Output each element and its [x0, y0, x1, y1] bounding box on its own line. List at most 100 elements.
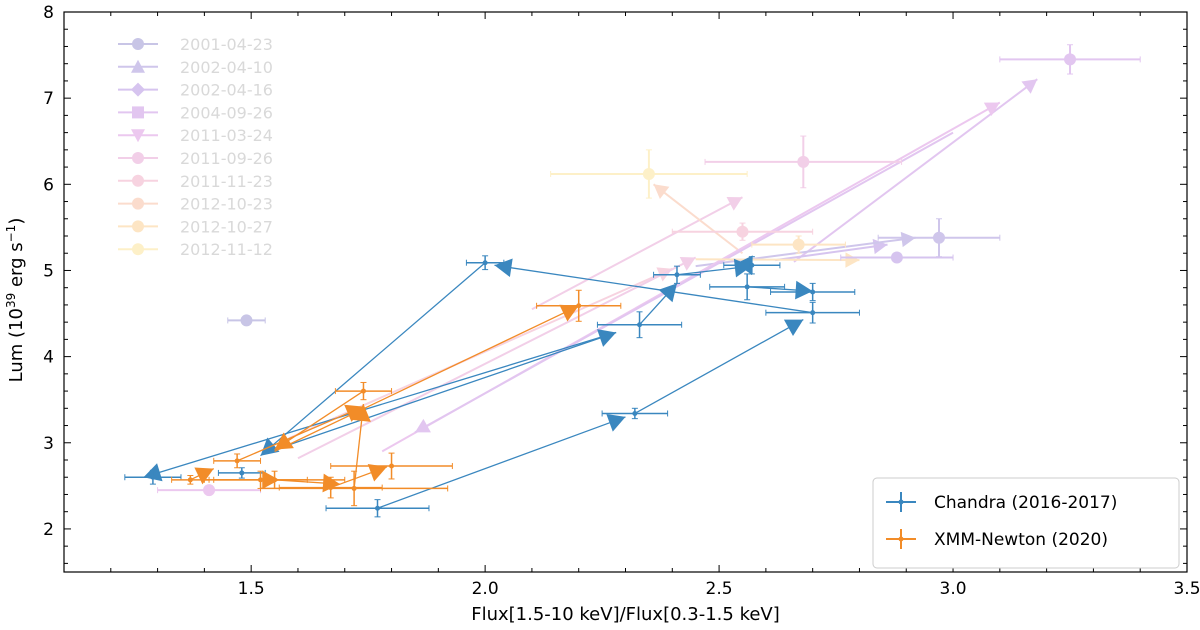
series-0-point — [632, 410, 638, 416]
series-arrow-line — [274, 390, 364, 451]
series-1-point — [187, 477, 193, 483]
y-label-prefix: Lum (10 — [6, 308, 27, 382]
legend-faded-marker — [132, 152, 144, 164]
faded-arrow-head — [1021, 79, 1038, 94]
faded-arrow-head — [653, 184, 670, 199]
legend-faded-label: 2012-10-27 — [180, 217, 273, 236]
faded-epochs-layer — [157, 44, 1141, 497]
legend-faded-label: 2011-03-24 — [180, 126, 273, 145]
series-layer — [124, 255, 860, 518]
series-arrow-line — [377, 416, 626, 509]
series-xmm — [171, 289, 622, 507]
series-0-point — [637, 322, 643, 328]
series-0-point — [810, 310, 816, 316]
faded-marker — [1064, 53, 1077, 66]
legend-faded-marker — [132, 106, 144, 119]
x-tick-label: 3.0 — [940, 579, 967, 599]
series-1-point — [389, 463, 395, 469]
y-tick-label: 5 — [43, 261, 54, 281]
series-0-point — [239, 470, 245, 476]
legend-faded-label: 2012-10-23 — [180, 195, 273, 214]
x-tick-label: 2.5 — [706, 579, 733, 599]
x-tick-label: 2.0 — [472, 579, 499, 599]
faded-marker — [736, 225, 749, 238]
legend-faded-box — [108, 30, 324, 264]
series-1-point — [258, 477, 264, 483]
series-arrow-line — [494, 264, 813, 314]
legend-faded-marker — [131, 82, 145, 97]
series-1-point — [351, 485, 357, 491]
x-axis-label: Flux[1.5-10 keV]/Flux[0.3-1.5 keV] — [471, 604, 780, 625]
series-arrow-head — [783, 319, 804, 337]
legend-xmm-dot — [898, 536, 904, 542]
series-arrow-line — [274, 305, 579, 452]
faded-marker — [890, 251, 903, 264]
series-0-point — [674, 272, 680, 278]
series-arrow-line — [269, 331, 617, 452]
faded-arrow-line — [414, 131, 954, 434]
y-tick-label: 3 — [43, 434, 54, 454]
y-label-exp: 39 — [4, 293, 18, 308]
series-arrow-head — [606, 414, 626, 432]
legend-faded-label: 2012-11-12 — [180, 240, 273, 259]
legend-faded-marker — [132, 220, 144, 233]
y-tick-label: 8 — [43, 3, 54, 23]
faded-arrow-line — [652, 183, 744, 255]
faded-arrow-line — [775, 243, 888, 262]
faded-marker — [792, 238, 805, 251]
series-chandra — [124, 255, 860, 518]
series-1-point — [576, 303, 582, 309]
legend-main-box — [872, 477, 1180, 569]
legend-main: Chandra (2016-2017) XMM-Newton (2020) — [872, 477, 1180, 569]
y-tick-label: 6 — [43, 175, 54, 195]
y-label-suffix: ) — [6, 218, 27, 225]
series-arrow-line — [143, 331, 617, 478]
faded-arrow-line — [297, 256, 697, 460]
y-axis-label: Lum (1039 erg s−1) — [4, 218, 27, 383]
series-0-point — [810, 289, 816, 295]
legend-faded-epochs: 2001-04-23 2002-04-10 2002-04-16 2004-09-26… — [108, 30, 324, 264]
x-tick-label: 1.5 — [238, 579, 265, 599]
faded-marker — [240, 314, 253, 327]
legend-faded-label: 2002-04-16 — [180, 81, 273, 100]
faded-arrow-line — [695, 258, 860, 262]
legend-faded-label: 2004-09-26 — [180, 103, 273, 122]
legend-faded-marker — [132, 197, 144, 210]
faded-arrow-head — [983, 102, 1000, 117]
legend-faded-label: 2002-04-10 — [180, 58, 273, 77]
faded-arrow-head — [726, 197, 743, 211]
faded-marker — [797, 155, 810, 168]
legend-faded-marker — [131, 129, 145, 143]
series-arrow-head — [658, 283, 677, 303]
series-arrow-line — [260, 262, 486, 457]
series-arrow-head — [194, 467, 214, 485]
series-arrow-line — [634, 319, 804, 415]
y-label-exp2: −1 — [4, 225, 18, 243]
series-1-point — [328, 485, 334, 491]
x-tick-label: 3.5 — [1173, 579, 1200, 599]
series-0-point — [150, 474, 156, 480]
faded-arrow-line — [531, 196, 743, 311]
series-arrow-head — [494, 258, 513, 278]
series-arrow-head — [367, 463, 387, 482]
y-tick-label: 2 — [43, 520, 54, 540]
legend-faded-marker — [132, 174, 144, 187]
series-1-point — [234, 458, 240, 464]
legend-faded-marker — [131, 59, 145, 73]
faded-arrow-head — [845, 252, 860, 268]
legend-faded-marker — [132, 38, 144, 50]
faded-marker — [933, 231, 946, 244]
series-0-point — [744, 284, 750, 290]
faded-marker — [203, 484, 216, 497]
series-arrow-head — [352, 404, 371, 422]
series-0-point — [749, 262, 755, 268]
legend-xmm-label: XMM-Newton (2020) — [934, 530, 1108, 550]
series-0-point — [375, 505, 381, 511]
faded-arrow-head — [900, 231, 916, 248]
y-tick-label: 7 — [43, 89, 54, 109]
legend-chandra-label: Chandra (2016-2017) — [934, 493, 1117, 513]
faded-arrow-line — [695, 236, 916, 268]
y-tick-label: 4 — [43, 348, 54, 368]
series-1-point — [360, 388, 366, 394]
